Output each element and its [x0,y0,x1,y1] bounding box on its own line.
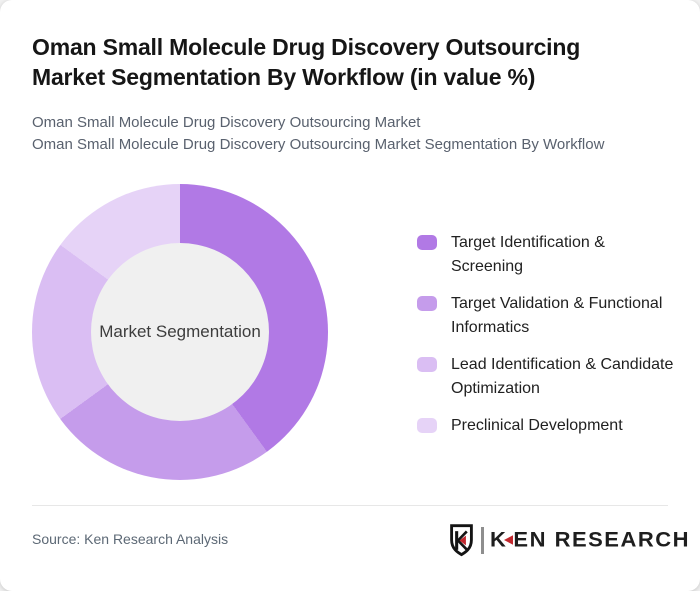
legend-swatch [417,418,437,433]
subtitle-line-1: Oman Small Molecule Drug Discovery Outso… [32,114,421,131]
legend-swatch [417,357,437,372]
subtitle-line-2: Oman Small Molecule Drug Discovery Outso… [32,136,605,153]
chart-subtitle: Oman Small Molecule Drug Discovery Outso… [32,112,672,156]
legend-label: Target Identification & Screening [451,234,605,275]
logo-separator [481,526,484,554]
donut-center-label: Market Segmentation [99,322,261,341]
legend-item: Target Identification & Screening [417,231,677,279]
logo-letter-k: K [490,527,508,552]
legend-label: Preclinical Development [451,417,623,434]
logo-wordmark: K EN RESEARCH [490,528,690,553]
source-note: Source: Ken Research Analysis [32,531,229,547]
chart-title: Oman Small Molecule Drug Discovery Outso… [32,34,581,90]
chart-legend: Target Identification & Screening Target … [417,231,677,438]
red-triangle-icon [504,535,514,545]
ken-shield-icon [450,523,473,556]
footer-divider [32,505,668,506]
logo-rest: EN RESEARCH [513,527,691,552]
legend-item: Target Validation & Functional Informati… [417,292,677,340]
legend-label: Lead Identification & Candidate Optimiza… [451,356,674,397]
legend-item: Preclinical Development [417,414,677,438]
donut-center: Market Segmentation [91,243,269,421]
legend-swatch [417,235,437,250]
donut-chart: Market Segmentation [32,184,328,480]
legend-item: Lead Identification & Candidate Optimiza… [417,353,677,401]
legend-label: Target Validation & Functional Informati… [451,295,663,336]
ken-research-logo: K EN RESEARCH [448,523,690,557]
legend-swatch [417,296,437,311]
